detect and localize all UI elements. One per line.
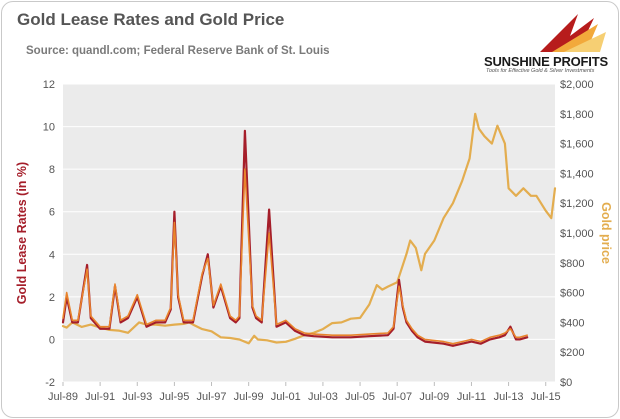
right-axis-ticks: $2,000 $1,800 $1,600 $1,400 $1,200 $1,000 $800… bbox=[560, 79, 594, 389]
y2-tick-label: $600 bbox=[560, 288, 584, 300]
gridlines bbox=[63, 83, 555, 383]
sunshine-profits-logo: SUNSHINE PROFITS Tools for Effective Gol… bbox=[482, 10, 614, 74]
y-tick-label: 0 bbox=[49, 334, 55, 346]
y2-tick-label: $0 bbox=[560, 377, 572, 389]
plot-area bbox=[63, 84, 555, 382]
x-tick-label: Jul-13 bbox=[494, 391, 524, 403]
y2-tick-label: $400 bbox=[560, 317, 584, 329]
x-tick-label: Jul-89 bbox=[48, 391, 78, 403]
x-tick-label: Jul-91 bbox=[85, 391, 115, 403]
y2-tick-label: $1,800 bbox=[560, 109, 594, 121]
y-axis-label: Gold Lease Rates (in %) bbox=[15, 162, 29, 304]
lease-rate-line-dark bbox=[61, 129, 529, 347]
y2-axis-label: Gold price bbox=[599, 202, 613, 264]
x-tick-label: Jul-99 bbox=[234, 391, 264, 403]
left-axis-ticks: 12 10 8 6 4 2 0 -2 bbox=[43, 79, 55, 389]
y-tick-label: -2 bbox=[45, 377, 55, 389]
x-tick-label: Jul-93 bbox=[122, 391, 152, 403]
y-tick-label: 2 bbox=[49, 292, 55, 304]
y2-tick-label: $2,000 bbox=[560, 79, 594, 91]
x-tick-label: Jul-95 bbox=[159, 391, 189, 403]
y-tick-label: 8 bbox=[49, 164, 55, 176]
x-tick-label: Jul-03 bbox=[308, 391, 338, 403]
y-tick-label: 6 bbox=[49, 207, 55, 219]
y2-tick-label: $800 bbox=[560, 258, 584, 270]
x-tick-label: Jul-05 bbox=[345, 391, 375, 403]
y2-tick-label: $200 bbox=[560, 347, 584, 359]
x-tick-label: Jul-01 bbox=[271, 391, 301, 403]
logo-wordmark: SUNSHINE PROFITS bbox=[484, 54, 608, 69]
y2-tick-label: $1,600 bbox=[560, 139, 594, 151]
x-tick-label: Jul-97 bbox=[197, 391, 227, 403]
y2-tick-label: $1,000 bbox=[560, 228, 594, 240]
y-tick-label: 10 bbox=[43, 122, 55, 134]
chart-title: Gold Lease Rates and Gold Price bbox=[17, 10, 285, 29]
x-tick-label: Jul-11 bbox=[457, 391, 486, 403]
x-tick-label: Jul-07 bbox=[382, 391, 412, 403]
logo-swoosh-icon bbox=[540, 14, 606, 52]
chart-subtitle: Source: quandl.com; Federal Reserve Bank… bbox=[26, 45, 330, 57]
lease-rate-line-light bbox=[62, 168, 528, 345]
series-lines bbox=[61, 112, 557, 347]
y2-tick-label: $1,400 bbox=[560, 168, 594, 180]
x-axis-ticks: Jul-89 Jul-91 Jul-93 Jul-95 Jul-97 Jul-99 Jul-… bbox=[48, 382, 561, 403]
logo-tagline: Tools for Effective Gold & Silver Invest… bbox=[486, 68, 595, 74]
x-tick-label: Jul-09 bbox=[419, 391, 449, 403]
x-tick-label: Jul-15 bbox=[531, 391, 561, 403]
y2-tick-label: $1,200 bbox=[560, 198, 594, 210]
y-tick-label: 12 bbox=[43, 79, 55, 91]
y-tick-label: 4 bbox=[49, 249, 55, 261]
